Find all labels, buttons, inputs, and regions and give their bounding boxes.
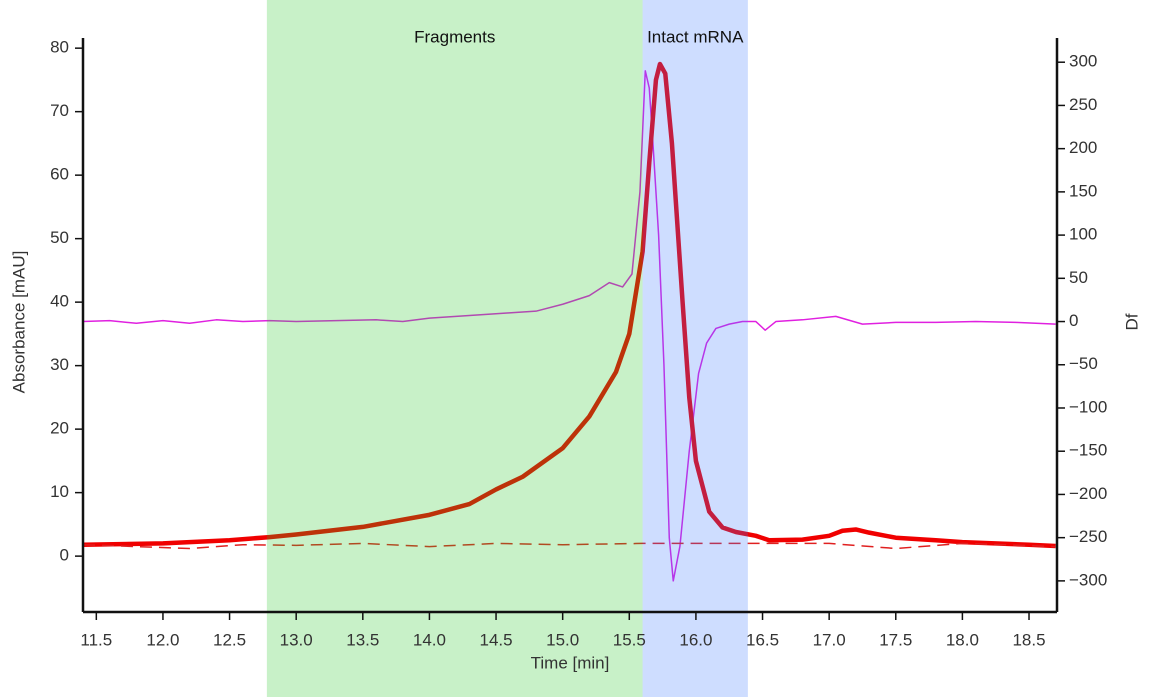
axes: 11.5 12.0 12.5 13.0 13.5 14.0 14.5 15.0 15.5 16.0… [50, 38, 1107, 650]
regions: Fragments Intact mRNA [266, 0, 748, 697]
y-tick-label: 0 [60, 546, 69, 565]
y2-tick-label: −250 [1069, 527, 1107, 546]
y-tick-label: 60 [50, 165, 69, 184]
y2-tick-label: −150 [1069, 441, 1107, 460]
y2-tick-label: −300 [1069, 570, 1107, 589]
y2-tick-label: 0 [1069, 311, 1078, 330]
y2-tick-label: 50 [1069, 268, 1088, 287]
region-label: Intact mRNA [647, 27, 744, 46]
y-axis-label: Absorbance [mAU] [9, 251, 28, 394]
y2-tick-label: 250 [1069, 95, 1097, 114]
x-tick-label: 15.0 [546, 630, 579, 649]
y-tick-label: 50 [50, 228, 69, 247]
x-tick-label: 11.5 [80, 630, 112, 649]
x-tick-label: 14.5 [480, 630, 513, 649]
y2-axis-label: Df [1122, 313, 1141, 330]
region-band [642, 0, 748, 697]
y-tick-label: 10 [50, 482, 69, 501]
y-tick-label: 40 [50, 292, 69, 311]
data-line [82, 542, 1056, 550]
x-axis-label: Time [min] [531, 653, 610, 672]
x-tick-label: 16.0 [679, 630, 712, 649]
y2-tick-label: −100 [1069, 397, 1107, 416]
x-tick-label: 14.0 [413, 630, 446, 649]
y-tick-label: 70 [50, 101, 69, 120]
x-tick-label: 17.0 [813, 630, 846, 649]
x-tick-label: 16.5 [746, 630, 779, 649]
y-tick-label: 80 [50, 38, 69, 57]
x-tick-label: 17.5 [879, 630, 912, 649]
data-line [82, 70, 1056, 582]
x-tick-label: 18.0 [946, 630, 979, 649]
y-tick-label: 30 [50, 355, 69, 374]
region-band [266, 0, 643, 697]
x-tick-label: 15.5 [613, 630, 646, 649]
y2-tick-label: −50 [1069, 354, 1098, 373]
x-tick-label: 12.5 [213, 630, 246, 649]
y2-tick-label: 100 [1069, 225, 1097, 244]
plot-lines [82, 61, 1056, 582]
y2-tick-label: 150 [1069, 181, 1097, 200]
data-line [82, 61, 1056, 549]
x-tick-label: 18.5 [1012, 630, 1045, 649]
x-tick-label: 13.5 [346, 630, 379, 649]
y2-tick-label: 200 [1069, 138, 1097, 157]
x-tick-label: 12.0 [146, 630, 179, 649]
region-label: Fragments [414, 27, 495, 46]
x-tick-label: 13.0 [280, 630, 313, 649]
y2-tick-label: 300 [1069, 52, 1097, 71]
y2-tick-label: −200 [1069, 484, 1107, 503]
y-tick-label: 20 [50, 419, 69, 438]
